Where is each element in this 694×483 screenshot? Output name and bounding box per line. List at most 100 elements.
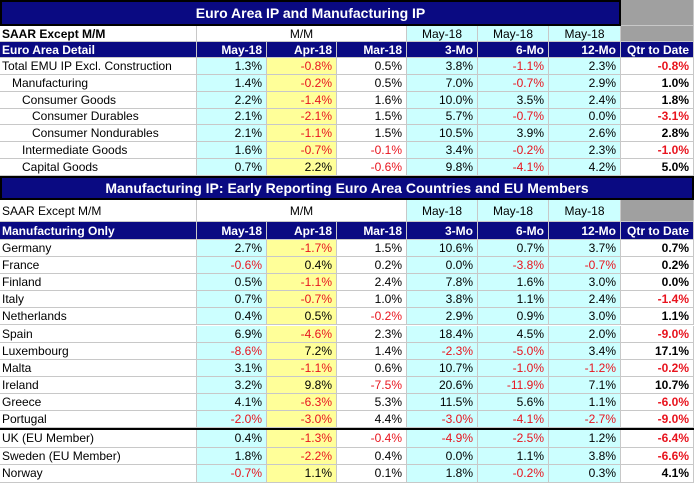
table-row: Intermediate Goods 1.6% -0.7% -0.1% 3.4% -0.2…	[0, 142, 694, 160]
value-cell: 1.1%	[478, 291, 549, 309]
top-col-header: 12-Mo	[549, 42, 621, 58]
value-cell: 1.1%	[621, 308, 694, 326]
value-cell: 2.2%	[197, 91, 267, 109]
value-cell: 0.5%	[337, 74, 407, 92]
value-cell: -6.6%	[621, 447, 694, 466]
bottom-col-header: Qtr to Date	[621, 222, 694, 240]
value-cell: -3.0%	[267, 411, 337, 429]
value-cell: 2.7%	[197, 240, 267, 258]
value-cell: -0.7%	[478, 108, 549, 126]
value-cell: 4.1%	[621, 465, 694, 483]
value-cell: 10.7%	[621, 376, 694, 394]
value-cell: 2.6%	[549, 125, 621, 143]
table-row: France -0.6% 0.4% 0.2% 0.0% -3.8% -0.7% 0.2%	[0, 257, 694, 275]
table-row: Sweden (EU Member) 1.8% -2.2% 0.4% 0.0% 1.1% 3…	[0, 447, 694, 466]
row-label: France	[0, 257, 197, 275]
value-cell: 1.5%	[337, 240, 407, 258]
table-row: Total EMU IP Excl. Construction 1.3% -0.8%…	[0, 58, 694, 75]
value-cell: -3.8%	[478, 257, 549, 275]
value-cell: 17.1%	[621, 342, 694, 360]
value-cell: 0.0%	[407, 447, 478, 466]
value-cell: 5.3%	[337, 393, 407, 411]
value-cell: 7.8%	[407, 274, 478, 292]
value-cell: -0.7%	[267, 142, 337, 160]
table-row: Malta 3.1% -1.1% 0.6% 10.7% -1.0% -1.2% -0.2%	[0, 359, 694, 377]
value-cell: 0.4%	[197, 430, 267, 448]
value-cell: -0.2%	[478, 142, 549, 160]
value-cell: 2.8%	[621, 125, 694, 143]
table-row: Norway -0.7% 1.1% 0.1% 1.8% -0.2% 0.3% 4.1%	[0, 465, 694, 483]
value-cell: 0.3%	[549, 465, 621, 483]
bottom-col-header: Apr-18	[267, 222, 337, 240]
value-cell: -0.6%	[337, 159, 407, 176]
row-label: UK (EU Member)	[0, 430, 197, 448]
bottom-may18-a: May-18	[407, 200, 478, 222]
value-cell: 1.5%	[337, 125, 407, 143]
value-cell: -4.9%	[407, 430, 478, 448]
bottom-may18-b: May-18	[478, 200, 549, 222]
value-cell: -0.7%	[478, 74, 549, 92]
value-cell: 2.9%	[407, 308, 478, 326]
value-cell: 7.2%	[267, 342, 337, 360]
row-label: Sweden (EU Member)	[0, 447, 197, 466]
row-label: Italy	[0, 291, 197, 309]
value-cell: 1.5%	[337, 108, 407, 126]
value-cell: 0.5%	[267, 308, 337, 326]
top-may18-a: May-18	[407, 26, 478, 42]
value-cell: 0.2%	[621, 257, 694, 275]
value-cell: -4.6%	[267, 325, 337, 343]
value-cell: 2.9%	[549, 74, 621, 92]
value-cell: -1.4%	[621, 291, 694, 309]
value-cell: 2.1%	[197, 108, 267, 126]
value-cell: -0.7%	[549, 257, 621, 275]
value-cell: 10.0%	[407, 91, 478, 109]
value-cell: 0.1%	[337, 465, 407, 483]
row-label: Capital Goods	[0, 159, 197, 176]
row-label: Luxembourg	[0, 342, 197, 360]
value-cell: 3.4%	[407, 142, 478, 160]
value-cell: 7.0%	[407, 74, 478, 92]
value-cell: 3.8%	[549, 447, 621, 466]
top-may18-c: May-18	[549, 26, 621, 42]
top-title-grey-cell	[621, 0, 694, 26]
value-cell: 2.4%	[549, 291, 621, 309]
value-cell: -7.5%	[337, 376, 407, 394]
value-cell: -0.7%	[197, 465, 267, 483]
value-cell: -2.2%	[267, 447, 337, 466]
value-cell: 3.4%	[549, 342, 621, 360]
top-saar-label: SAAR Except M/M	[0, 26, 197, 42]
row-label: Intermediate Goods	[0, 142, 197, 160]
value-cell: -0.8%	[621, 58, 694, 75]
value-cell: 4.5%	[478, 325, 549, 343]
value-cell: 0.5%	[337, 58, 407, 75]
table-row: Luxembourg -8.6% 7.2% 1.4% -2.3% -5.0% 3.4% 17.…	[0, 342, 694, 360]
value-cell: 1.2%	[549, 430, 621, 448]
value-cell: 2.2%	[267, 159, 337, 176]
value-cell: 6.9%	[197, 325, 267, 343]
value-cell: -0.4%	[337, 430, 407, 448]
value-cell: -0.8%	[267, 58, 337, 75]
value-cell: -8.6%	[197, 342, 267, 360]
bottom-col-header: 6-Mo	[478, 222, 549, 240]
table-row: Ireland 3.2% 9.8% -7.5% 20.6% -11.9% 7.1% 10.7%	[0, 376, 694, 394]
value-cell: 1.4%	[197, 74, 267, 92]
value-cell: -1.1%	[267, 125, 337, 143]
value-cell: -0.1%	[337, 142, 407, 160]
bottom-col-header: May-18	[197, 222, 267, 240]
value-cell: -1.3%	[267, 430, 337, 448]
top-title-row: Euro Area IP and Manufacturing IP	[0, 0, 694, 26]
value-cell: 0.4%	[337, 447, 407, 466]
top-col-header: 3-Mo	[407, 42, 478, 58]
value-cell: -9.0%	[621, 325, 694, 343]
value-cell: 2.3%	[337, 325, 407, 343]
value-cell: 0.4%	[197, 308, 267, 326]
row-label: Netherlands	[0, 308, 197, 326]
value-cell: 5.0%	[621, 159, 694, 176]
value-cell: 0.7%	[197, 159, 267, 176]
table-row: Netherlands 0.4% 0.5% -0.2% 2.9% 0.9% 3.0% 1.1%	[0, 308, 694, 326]
value-cell: 4.1%	[197, 393, 267, 411]
table-row: Greece 4.1% -6.3% 5.3% 11.5% 5.6% 1.1% -6.0%	[0, 393, 694, 411]
table-row: Germany 2.7% -1.7% 1.5% 10.6% 0.7% 3.7% 0.7%	[0, 240, 694, 258]
value-cell: 3.0%	[549, 308, 621, 326]
value-cell: 10.6%	[407, 240, 478, 258]
